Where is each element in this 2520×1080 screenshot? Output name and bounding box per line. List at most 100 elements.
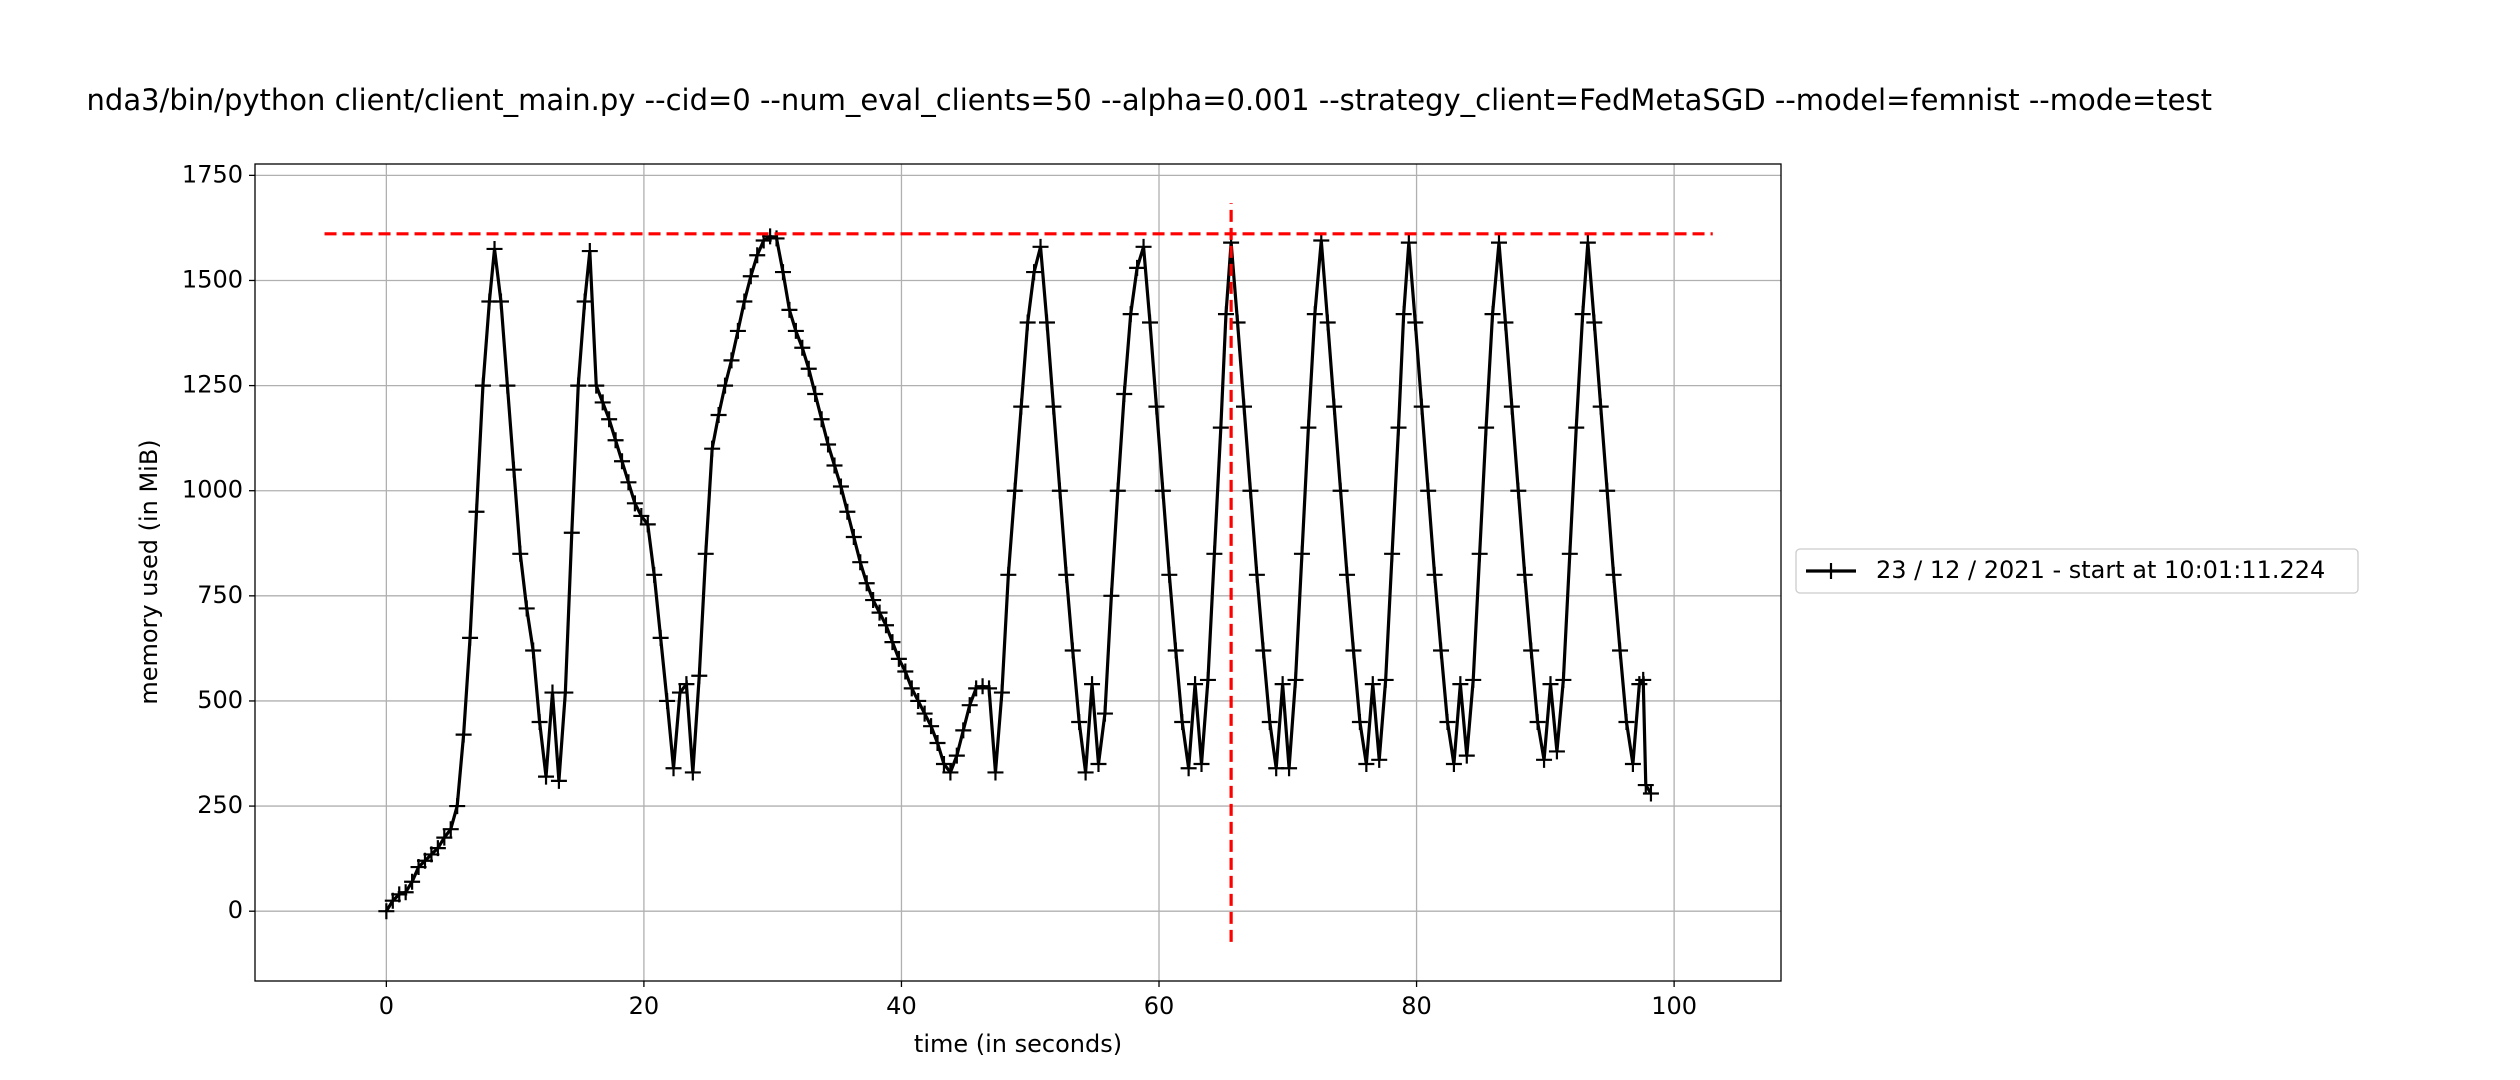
point-marker [858,575,875,592]
point-marker [800,360,817,377]
point-marker [436,829,453,846]
point-marker [1274,676,1291,693]
point-marker [1413,398,1430,415]
x-tick-label: 60 [1144,992,1175,1020]
point-marker [633,507,650,524]
point-marker [1605,566,1622,583]
point-marker [550,772,567,789]
point-marker [1433,642,1450,659]
point-marker [1503,398,1520,415]
point-marker [1051,482,1068,499]
point-marker [378,903,395,920]
point-marker [671,684,688,701]
point-marker [948,747,965,764]
point-marker [903,680,920,697]
point-marker [1384,545,1401,562]
point-marker [955,722,972,739]
point-marker [1555,671,1572,688]
point-marker [1206,545,1223,562]
point-marker [1510,482,1527,499]
point-marker [601,411,618,428]
point-marker [923,718,940,735]
point-marker [1452,676,1469,693]
point-marker [787,322,804,339]
y-tick-label: 750 [197,581,243,609]
point-marker [1371,751,1388,768]
point-marker [538,768,555,785]
point-marker [910,692,927,709]
point-marker [442,821,459,838]
point-marker [1568,419,1585,436]
point-marker [897,663,914,680]
point-marker [974,678,991,695]
point-marker [486,240,503,257]
point-marker [588,377,605,394]
point-marker [659,692,676,709]
point-marker [1548,743,1565,760]
point-marker [455,726,472,743]
point-marker [1261,713,1278,730]
point-marker [1071,713,1088,730]
x-tick-label: 20 [629,992,660,1020]
point-marker [429,840,446,857]
point-marker [581,243,598,260]
point-marker [404,873,421,890]
point-marker [684,764,701,781]
point-marker [878,617,895,634]
point-marker [1420,482,1437,499]
point-marker [1426,566,1443,583]
point-marker [397,884,414,901]
point-marker [1586,314,1603,331]
point-marker [1248,566,1265,583]
point-marker [1032,238,1049,255]
point-marker [570,377,587,394]
point-marker [639,516,656,533]
point-marker [1523,642,1540,659]
point-marker [729,322,746,339]
point-marker [1400,234,1417,251]
point-marker [781,301,798,318]
data-line [384,234,1653,913]
point-marker [512,545,529,562]
point-marker [1542,676,1559,693]
point-marker [505,461,522,478]
point-marker [774,264,791,281]
point-marker [1561,545,1578,562]
point-marker [1174,713,1191,730]
point-marker [723,352,740,369]
point-marker [1045,398,1062,415]
x-axis-label: time (in seconds) [914,1030,1122,1058]
point-marker [652,629,669,646]
point-marker [1013,398,1030,415]
point-marker [1148,398,1165,415]
point-marker [1193,756,1210,773]
point-marker [449,798,466,815]
point-marker [1458,747,1475,764]
point-marker [1497,314,1514,331]
point-marker [1339,566,1356,583]
point-marker [1019,314,1036,331]
point-marker [1618,713,1635,730]
point-marker [1154,482,1171,499]
point-marker [626,495,643,512]
point-marker [839,503,856,520]
point-marker [852,554,869,571]
point-marker [884,634,901,651]
point-marker [865,592,882,609]
point-marker [1631,676,1648,693]
point-marker [832,478,849,495]
point-marker [704,440,721,457]
point-marker [820,436,837,453]
point-marker [1142,314,1158,331]
point-marker [462,629,479,646]
legend-marker [1823,563,1839,579]
legend-box [1795,548,2359,594]
point-marker [1599,482,1616,499]
point-marker [1358,756,1375,773]
point-marker [1592,398,1609,415]
point-marker [736,293,753,310]
point-marker [794,339,811,356]
point-marker [1395,306,1412,323]
point-marker [710,407,727,424]
point-marker [1242,482,1259,499]
